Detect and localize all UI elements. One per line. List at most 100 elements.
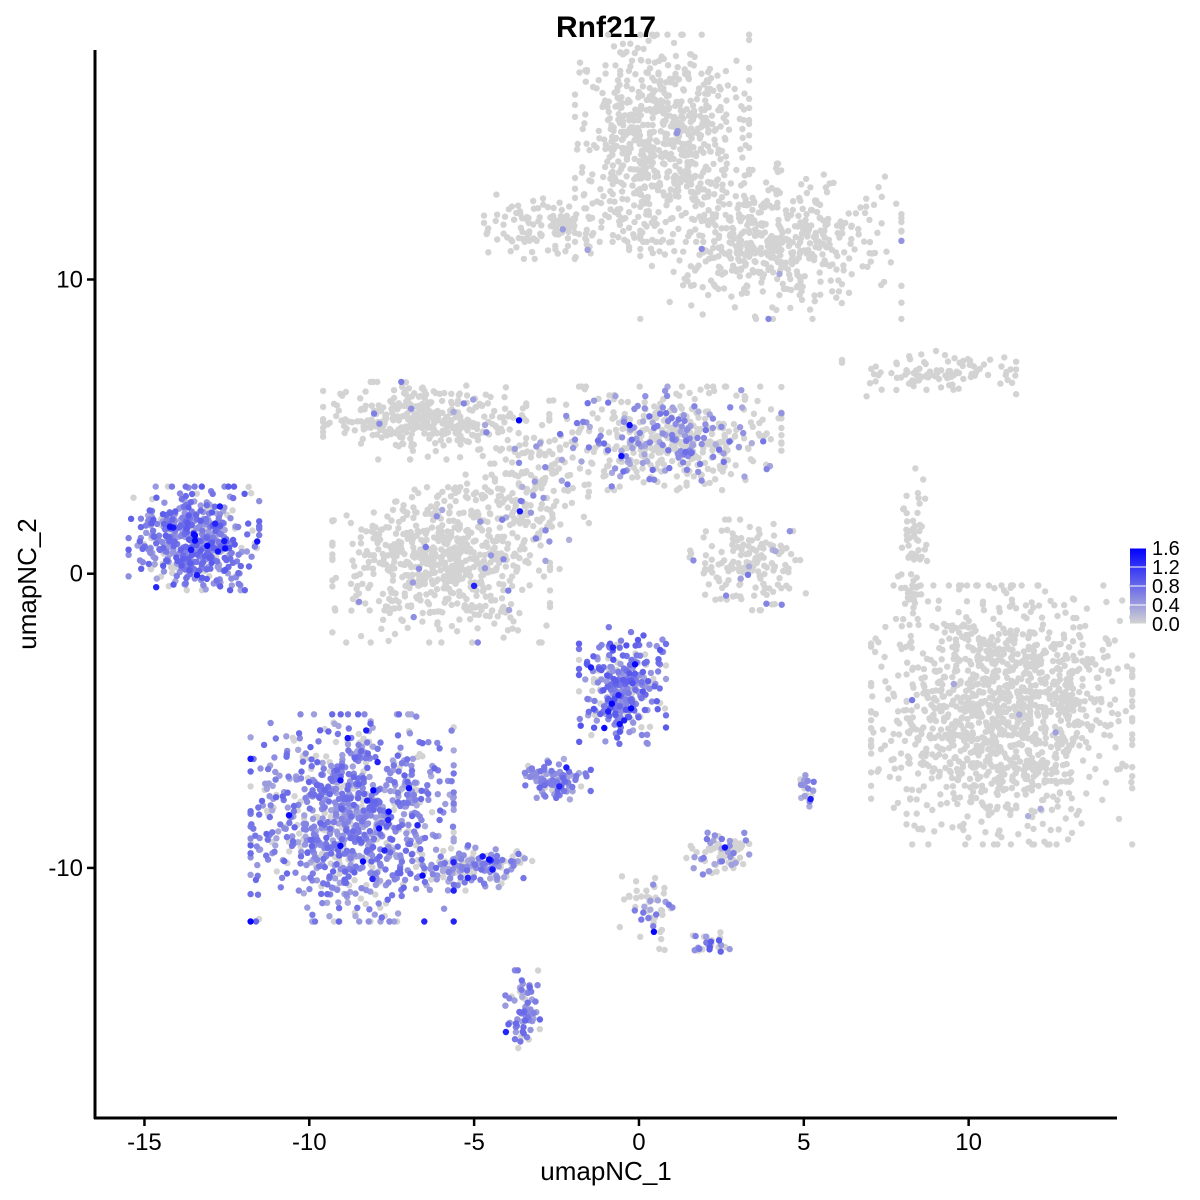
data-point	[605, 429, 613, 436]
data-point	[504, 545, 511, 552]
data-point	[651, 222, 658, 229]
data-point	[673, 473, 681, 480]
data-point	[607, 175, 614, 182]
data-point	[578, 169, 586, 176]
data-point	[1017, 659, 1024, 666]
data-point	[398, 383, 406, 391]
data-point	[661, 161, 668, 168]
data-point	[585, 213, 592, 220]
data-point	[943, 703, 950, 711]
data-point	[615, 419, 623, 427]
data-point	[1012, 372, 1019, 379]
data-point	[1077, 649, 1084, 656]
data-point	[247, 783, 254, 790]
data-point	[379, 616, 387, 623]
data-point	[617, 128, 625, 136]
data-point	[619, 51, 626, 58]
data-point	[806, 803, 813, 810]
data-point	[763, 591, 770, 598]
data-point	[672, 70, 679, 78]
data-point	[546, 415, 553, 422]
data-point	[725, 428, 732, 435]
data-point	[446, 509, 453, 516]
data-point	[1043, 673, 1051, 681]
data-point	[600, 473, 607, 480]
data-point	[845, 289, 853, 296]
data-point	[508, 469, 516, 476]
data-point	[832, 249, 840, 256]
data-point	[637, 933, 644, 940]
data-point	[357, 395, 364, 402]
data-point	[1055, 658, 1062, 665]
data-point	[363, 881, 370, 889]
data-point	[427, 413, 434, 420]
data-point	[600, 173, 607, 181]
data-point	[1012, 358, 1020, 365]
data-point	[697, 145, 704, 152]
data-point	[718, 527, 725, 534]
data-point	[450, 829, 457, 836]
data-point	[913, 703, 921, 710]
data-point	[908, 786, 916, 793]
data-point	[1129, 698, 1136, 705]
data-point	[291, 793, 298, 800]
data-point	[763, 197, 771, 205]
data-point	[626, 893, 633, 900]
data-point	[745, 563, 753, 570]
data-point	[1032, 682, 1039, 689]
data-point	[487, 460, 494, 467]
data-point	[702, 258, 709, 265]
data-point	[569, 454, 576, 461]
data-point	[811, 298, 818, 305]
data-point	[882, 623, 889, 631]
data-point	[867, 795, 875, 802]
data-point	[935, 773, 942, 780]
data-point	[525, 559, 532, 567]
data-point	[709, 467, 717, 474]
data-point	[774, 187, 781, 194]
data-point	[712, 476, 719, 483]
data-point	[980, 740, 987, 748]
data-point	[664, 99, 671, 107]
data-point	[905, 553, 913, 560]
data-point	[990, 615, 997, 622]
data-point	[1012, 723, 1020, 731]
data-point	[1054, 797, 1061, 804]
data-point	[937, 708, 944, 715]
data-point	[745, 104, 753, 112]
data-point	[604, 158, 611, 165]
data-point	[829, 288, 836, 295]
data-point	[1085, 744, 1092, 751]
data-point	[1067, 776, 1075, 784]
data-point	[575, 656, 583, 664]
data-point	[743, 282, 750, 289]
data-point	[599, 89, 606, 97]
data-point	[956, 794, 964, 801]
data-point	[1035, 602, 1043, 609]
data-point	[428, 524, 436, 531]
data-point	[550, 204, 557, 212]
data-point	[1008, 677, 1016, 685]
data-point	[1086, 666, 1093, 673]
data-point	[938, 656, 945, 663]
data-point	[600, 193, 607, 200]
data-point	[988, 780, 995, 787]
data-point	[538, 232, 545, 240]
data-point	[585, 488, 593, 495]
data-point	[589, 83, 597, 91]
data-point	[740, 228, 748, 235]
data-point	[742, 394, 749, 401]
data-point	[960, 621, 967, 628]
data-point	[879, 726, 887, 733]
data-point	[1105, 667, 1112, 675]
data-point	[679, 140, 686, 148]
data-point	[944, 713, 951, 721]
data-point	[1008, 654, 1015, 661]
data-point	[1115, 815, 1123, 823]
data-point	[501, 405, 509, 412]
data-point	[867, 782, 875, 789]
data-point	[776, 574, 783, 582]
data-point	[499, 572, 506, 580]
data-point	[686, 145, 694, 152]
data-point	[753, 559, 760, 567]
